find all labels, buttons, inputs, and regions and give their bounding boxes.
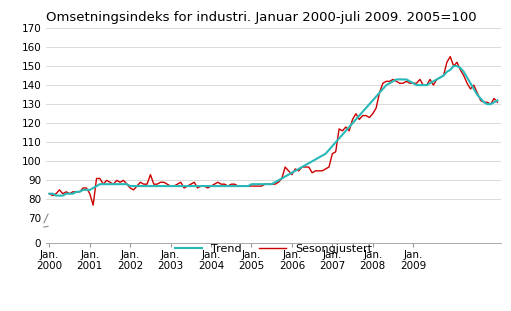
Legend: Trend, Sesongjustert: Trend, Sesongjustert [170, 239, 377, 258]
Text: Omsetningsindeks for industri. Januar 2000-juli 2009. 2005=100: Omsetningsindeks for industri. Januar 20… [46, 11, 477, 24]
